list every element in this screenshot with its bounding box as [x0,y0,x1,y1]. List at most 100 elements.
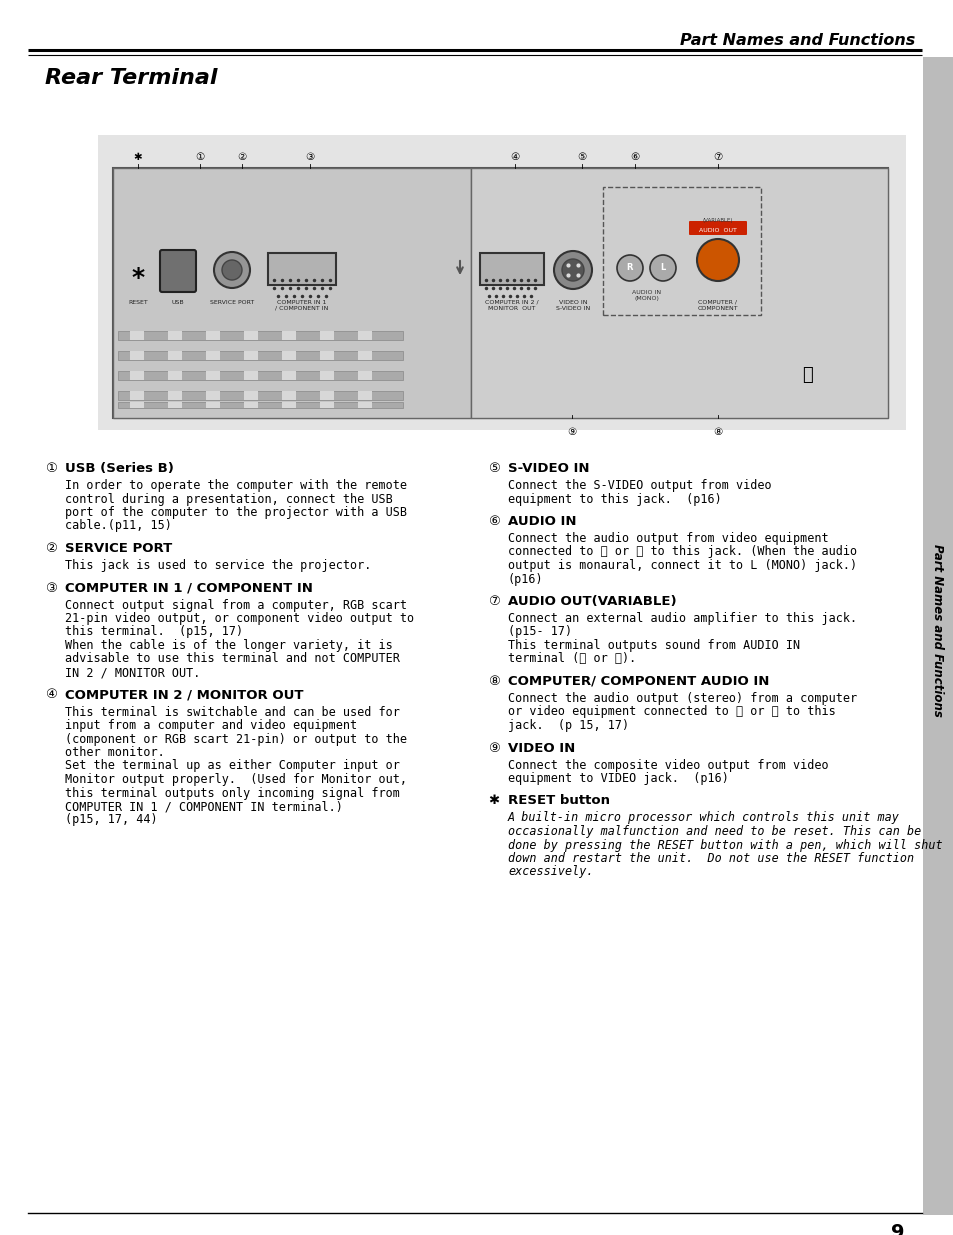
Text: ⑤: ⑤ [488,462,499,475]
Bar [118,331,402,340]
Text: terminal (⑥ or ⑨).: terminal (⑥ or ⑨). [507,652,636,666]
Text: ④: ④ [510,152,519,162]
Text: ✱: ✱ [488,794,498,808]
Bar [168,391,182,400]
Bar [98,135,905,430]
Text: This terminal is switchable and can be used for: This terminal is switchable and can be u… [65,705,399,719]
Bar [244,391,257,400]
Text: ⑨: ⑨ [567,427,576,437]
Text: Connect the audio output (stereo) from a computer: Connect the audio output (stereo) from a… [507,692,856,705]
Text: ③: ③ [305,152,314,162]
Text: RESET: RESET [128,300,148,305]
Bar [244,351,257,359]
Text: advisable to use this terminal and not COMPUTER: advisable to use this terminal and not C… [65,652,399,666]
Text: AUDIO IN: AUDIO IN [507,515,576,529]
Bar [357,391,372,400]
Bar [282,403,295,408]
Bar [923,57,953,1215]
Text: ⑥: ⑥ [630,152,639,162]
Text: COMPUTER IN 1 / COMPONENT IN terminal.): COMPUTER IN 1 / COMPONENT IN terminal.) [65,800,342,813]
Text: SERVICE PORT: SERVICE PORT [65,542,172,555]
Bar [357,403,372,408]
Text: ⑦: ⑦ [488,595,499,608]
Bar [118,403,402,408]
FancyBboxPatch shape [688,221,746,235]
Bar [168,331,182,340]
Text: COMPUTER IN 2 / MONITOR OUT: COMPUTER IN 2 / MONITOR OUT [65,688,303,701]
Text: COMPUTER/ COMPONENT AUDIO IN: COMPUTER/ COMPONENT AUDIO IN [507,676,768,688]
Text: 🔒: 🔒 [801,366,813,384]
Text: Connect the S-VIDEO output from video: Connect the S-VIDEO output from video [507,479,771,492]
Circle shape [222,261,242,280]
Text: or video equipment connected to ③ or ④ to this: or video equipment connected to ③ or ④ t… [507,705,835,719]
Bar [112,168,471,417]
Bar [282,331,295,340]
Text: Rear Terminal: Rear Terminal [45,68,217,88]
Circle shape [649,254,676,282]
Bar [118,391,402,400]
Text: USB: USB [172,300,184,305]
Bar [206,370,220,380]
Text: 21-pin video output, or component video output to: 21-pin video output, or component video … [65,613,414,625]
Text: input from a computer and video equipment: input from a computer and video equipmen… [65,719,356,732]
Bar [282,370,295,380]
Circle shape [617,254,642,282]
Bar [130,370,144,380]
Text: R: R [626,263,633,273]
Text: ①: ① [195,152,204,162]
Text: When the cable is of the longer variety, it is: When the cable is of the longer variety,… [65,638,393,652]
Bar [168,370,182,380]
Bar [319,351,334,359]
Text: jack.  (p 15, 17): jack. (p 15, 17) [507,719,628,732]
Text: *: * [132,266,145,290]
Circle shape [697,240,739,282]
Circle shape [561,259,583,282]
Circle shape [213,252,250,288]
Text: ⑧: ⑧ [488,676,499,688]
Bar [130,351,144,359]
Text: equipment to this jack.  (p16): equipment to this jack. (p16) [507,493,721,505]
Circle shape [554,251,592,289]
Bar [602,186,760,315]
Bar [357,370,372,380]
Bar [471,168,887,417]
Text: COMPUTER IN 1
/ COMPONENT IN: COMPUTER IN 1 / COMPONENT IN [275,300,329,311]
Text: In order to operate the computer with the remote: In order to operate the computer with th… [65,479,407,492]
Text: control during a presentation, connect the USB: control during a presentation, connect t… [65,493,393,505]
Bar [118,351,402,359]
Bar [268,253,335,285]
Text: ⑦: ⑦ [713,152,721,162]
Bar [130,331,144,340]
Text: ⑥: ⑥ [488,515,499,529]
Bar [168,351,182,359]
Text: AUDIO  OUT: AUDIO OUT [699,228,736,233]
Bar [357,351,372,359]
Text: excessively.: excessively. [507,866,593,878]
Text: other monitor.: other monitor. [65,746,165,760]
Text: COMPUTER IN 1 / COMPONENT IN: COMPUTER IN 1 / COMPONENT IN [65,582,313,594]
Text: This terminal outputs sound from AUDIO IN: This terminal outputs sound from AUDIO I… [507,638,800,652]
Text: 9: 9 [890,1223,904,1235]
Bar [244,331,257,340]
Text: cable.(p11, 15): cable.(p11, 15) [65,520,172,532]
Bar [319,370,334,380]
Bar [282,391,295,400]
Text: USB (Series B): USB (Series B) [65,462,173,475]
Bar [130,391,144,400]
Bar [282,351,295,359]
Text: port of the computer to the projector with a USB: port of the computer to the projector wi… [65,506,407,519]
Text: Part Names and Functions: Part Names and Functions [679,33,914,48]
Text: ③: ③ [45,582,57,594]
Bar [206,391,220,400]
Text: Connect output signal from a computer, RGB scart: Connect output signal from a computer, R… [65,599,407,611]
Text: (p15, 17, 44): (p15, 17, 44) [65,814,157,826]
Text: Monitor output properly.  (Used for Monitor out,: Monitor output properly. (Used for Monit… [65,773,407,785]
Text: ②: ② [45,542,57,555]
Text: Set the terminal up as either Computer input or: Set the terminal up as either Computer i… [65,760,399,773]
Text: AUDIO IN
(MONO): AUDIO IN (MONO) [632,290,660,301]
Bar [168,403,182,408]
Text: done by pressing the RESET button with a pen, which will shut: done by pressing the RESET button with a… [507,839,942,851]
Bar [206,403,220,408]
Bar [479,253,543,285]
Text: Connect the composite video output from video: Connect the composite video output from … [507,758,828,772]
